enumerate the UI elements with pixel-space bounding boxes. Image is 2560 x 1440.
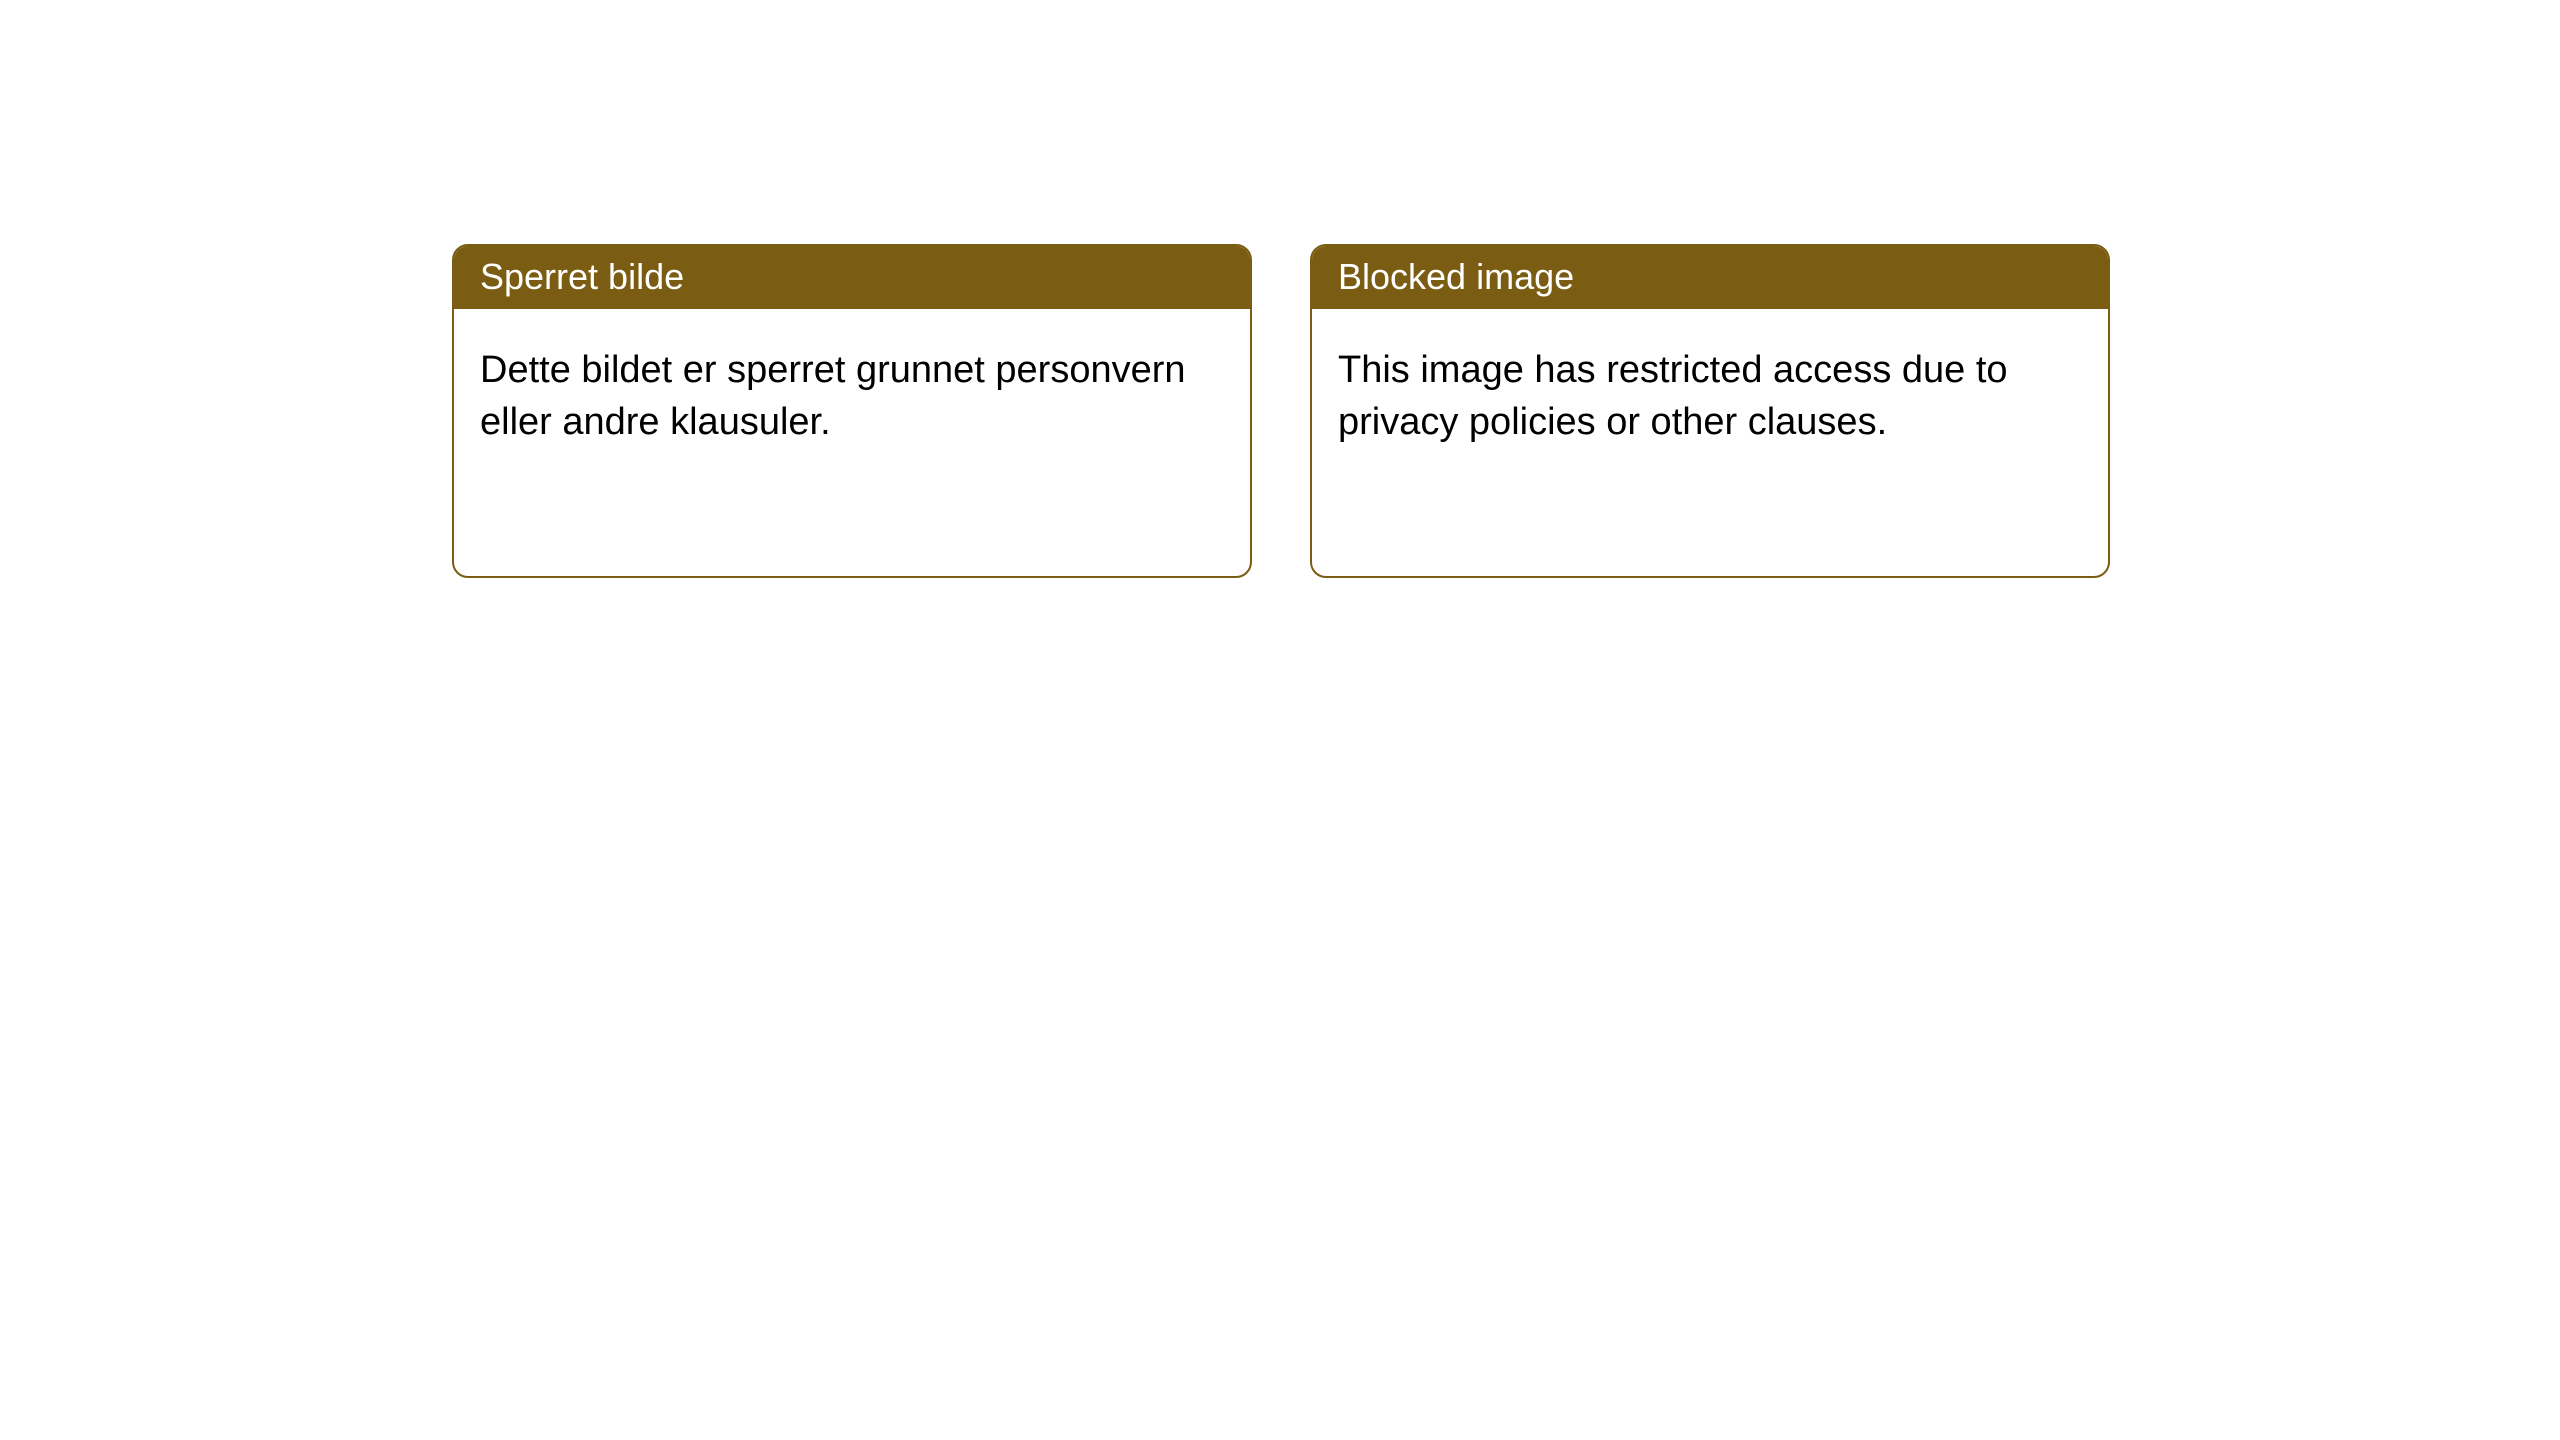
- card-header-en: Blocked image: [1312, 246, 2108, 309]
- blocked-image-card-en: Blocked image This image has restricted …: [1310, 244, 2110, 578]
- notice-container: Sperret bilde Dette bildet er sperret gr…: [0, 0, 2560, 578]
- blocked-image-card-no: Sperret bilde Dette bildet er sperret gr…: [452, 244, 1252, 578]
- card-body-no: Dette bildet er sperret grunnet personve…: [454, 309, 1250, 474]
- card-header-no: Sperret bilde: [454, 246, 1250, 309]
- card-body-en: This image has restricted access due to …: [1312, 309, 2108, 474]
